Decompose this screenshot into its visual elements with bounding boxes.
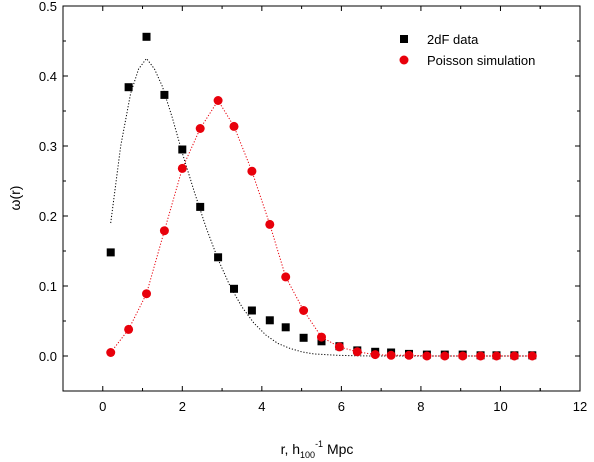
x-axis-label-main: r, h — [281, 441, 300, 457]
x-tick-label: 10 — [493, 399, 507, 414]
axis-ticks: 0 2 4 6 8 10 12 0.0 0.1 0.2 0.3 0.4 0.5 — [39, 0, 587, 414]
point-poisson — [159, 226, 169, 236]
point-poisson — [299, 306, 309, 315]
point-poisson — [458, 351, 468, 361]
x-axis-label: r, h100-1 Mpc — [281, 439, 354, 460]
point-poisson — [106, 348, 116, 357]
legend-marker-poisson — [399, 55, 409, 65]
y-tick-label: 0.1 — [39, 279, 57, 294]
x-tick-label: 2 — [179, 399, 186, 414]
point-2df — [230, 284, 239, 293]
point-poisson — [386, 350, 396, 360]
data-points — [106, 32, 537, 361]
x-axis-label-sup: -1 — [315, 439, 323, 449]
point-2df — [106, 248, 115, 257]
point-poisson — [334, 342, 344, 352]
point-2df — [214, 253, 223, 262]
point-2df — [196, 202, 205, 211]
point-poisson — [527, 351, 537, 361]
point-poisson — [422, 351, 432, 361]
point-poisson — [124, 324, 134, 334]
x-tick-label: 12 — [573, 399, 587, 414]
point-poisson — [213, 96, 223, 105]
plot-frame — [62, 5, 581, 392]
y-tick-label: 0.5 — [39, 0, 57, 14]
point-2df — [281, 323, 290, 332]
point-poisson — [352, 347, 362, 357]
fit-curve-2df — [110, 57, 533, 357]
y-tick-label: 0.4 — [39, 69, 57, 84]
y-axis-label: ω(r) — [7, 186, 23, 211]
x-tick-label: 0 — [99, 399, 106, 414]
point-2df — [160, 90, 169, 99]
point-2df — [299, 333, 308, 342]
legend: 2dF data Poisson simulation — [399, 32, 535, 68]
x-tick-label: 6 — [338, 399, 345, 414]
point-poisson — [317, 332, 326, 342]
fit-curves — [110, 57, 533, 357]
point-poisson — [440, 351, 450, 361]
point-2df — [178, 145, 187, 154]
point-2df — [265, 316, 274, 325]
legend-marker-2df — [400, 35, 408, 43]
point-poisson — [476, 351, 486, 361]
x-axis-label-sub: 100 — [300, 450, 315, 460]
point-poisson — [370, 350, 380, 360]
point-poisson — [195, 124, 205, 133]
point-2df — [142, 32, 151, 41]
x-tick-label: 4 — [258, 399, 265, 414]
point-poisson — [491, 351, 501, 361]
point-poisson — [177, 163, 187, 173]
x-axis-label-tail: Mpc — [323, 441, 353, 457]
legend-label-2df: 2dF data — [427, 32, 479, 47]
point-poisson — [404, 350, 414, 360]
point-poisson — [247, 166, 257, 176]
point-poisson — [509, 351, 519, 361]
point-2df — [124, 83, 133, 92]
x-tick-label: 8 — [417, 399, 424, 414]
fit-curve-poisson — [110, 99, 533, 357]
y-tick-label: 0.0 — [39, 349, 57, 364]
point-2df — [247, 306, 256, 315]
y-tick-label: 0.2 — [39, 209, 57, 224]
point-poisson — [229, 121, 239, 131]
point-poisson — [265, 219, 275, 229]
legend-label-poisson: Poisson simulation — [427, 53, 535, 68]
point-poisson — [281, 272, 291, 282]
point-poisson — [142, 289, 152, 299]
y-tick-label: 0.3 — [39, 139, 57, 154]
